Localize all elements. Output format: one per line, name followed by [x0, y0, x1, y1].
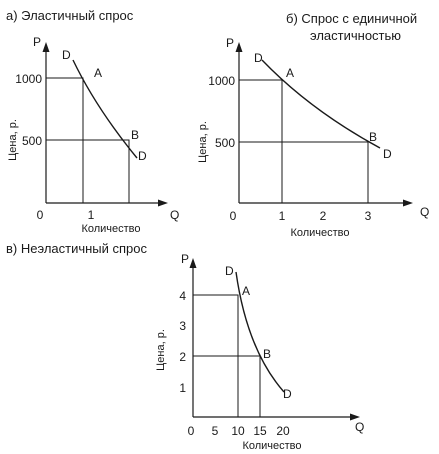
panel-c-xtick-20: 20 — [276, 424, 290, 438]
panel-c-y-arrow — [189, 258, 197, 268]
panel-a-title: а) Эластичный спрос — [6, 8, 134, 23]
panel-b-p-letter: P — [226, 36, 234, 50]
panel-a-y-arrow — [42, 42, 50, 52]
panel-c-label-d-bottom: D — [283, 387, 292, 401]
panel-a-ytick-1000: 1000 — [15, 72, 42, 86]
panel-c-xtick-5: 5 — [212, 424, 219, 438]
panel-c-label-b: B — [263, 347, 271, 361]
panel-b-origin: 0 — [230, 209, 237, 223]
panel-a-y-label: Цена, р. — [7, 119, 19, 161]
panel-b-y-label: Цена, р. — [197, 121, 209, 163]
panel-b-label-d-top: D — [254, 51, 263, 65]
panel-b-title-line1: б) Спрос с единичной — [286, 11, 417, 26]
panel-b-q-letter: Q — [420, 205, 429, 219]
panel-b: б) Спрос с единичной эластичностью P Q D… — [197, 11, 429, 239]
panel-c-xtick-10: 10 — [231, 424, 245, 438]
panel-c-q-letter: Q — [355, 420, 364, 434]
panel-c-ytick-3: 3 — [179, 319, 186, 333]
panel-c-ytick-2: 2 — [179, 350, 186, 364]
panel-a: а) Эластичный спрос P Q D A B D 1000 500… — [6, 8, 179, 235]
panel-c-x-arrow — [350, 413, 360, 421]
panel-a-label-a: A — [94, 66, 102, 80]
panel-a-demand-curve — [72, 59, 138, 159]
panel-c-demand-curve — [235, 271, 285, 393]
panel-a-xtick-1: 1 — [88, 208, 95, 222]
panel-a-q-letter: Q — [170, 208, 179, 222]
panel-c-guide-b — [193, 355, 261, 417]
panel-b-x-label: Количество — [290, 227, 349, 239]
panel-c-origin: 0 — [188, 424, 195, 438]
panel-b-ytick-1000: 1000 — [208, 74, 235, 88]
panel-c-title: в) Неэластичный спрос — [6, 241, 148, 256]
panel-b-label-b: B — [369, 130, 377, 144]
panel-c: в) Неэластичный спрос P Q D A B D 4 3 2 … — [6, 241, 364, 452]
panel-a-label-b: B — [131, 128, 139, 142]
panel-c-xtick-15: 15 — [253, 424, 267, 438]
panel-c-y-label: Цена, р. — [155, 329, 167, 371]
panel-a-label-d-bottom: D — [138, 149, 147, 163]
panel-b-xtick-3: 3 — [365, 209, 372, 223]
panel-b-label-d-bottom: D — [383, 147, 392, 161]
panel-a-x-label: Количество — [81, 223, 140, 235]
panel-a-origin: 0 — [37, 208, 44, 222]
panel-b-y-arrow — [235, 42, 243, 52]
panel-b-xtick-2: 2 — [320, 209, 327, 223]
panel-a-p-letter: P — [33, 35, 41, 49]
panel-a-guide-b — [46, 139, 130, 203]
panel-c-ytick-4: 4 — [179, 289, 186, 303]
panel-b-label-a: A — [286, 66, 294, 80]
panel-c-x-label: Количество — [242, 440, 301, 452]
panel-c-p-letter: P — [181, 252, 189, 266]
panel-a-x-arrow — [158, 199, 168, 207]
panel-a-ytick-500: 500 — [22, 134, 42, 148]
panel-b-title-line2: эластичностью — [310, 28, 401, 43]
panel-c-guide-a — [193, 294, 239, 417]
panel-c-label-a: A — [242, 284, 250, 298]
panel-a-label-d-top: D — [62, 48, 71, 62]
panel-c-ytick-1: 1 — [179, 381, 186, 395]
panel-b-x-arrow — [403, 199, 413, 207]
panel-b-demand-curve — [261, 59, 381, 149]
panel-b-ytick-500: 500 — [215, 136, 235, 150]
panel-b-xtick-1: 1 — [279, 209, 286, 223]
panel-b-guide-b — [239, 141, 369, 203]
panel-c-label-d-top: D — [225, 264, 234, 278]
